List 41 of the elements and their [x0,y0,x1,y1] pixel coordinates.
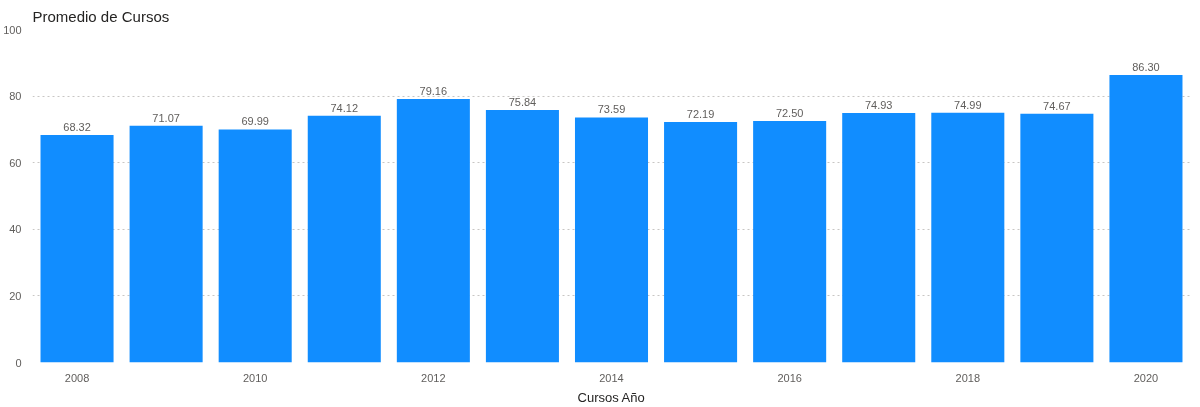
bar [574,117,649,363]
x-axis-title: Cursos Año [577,389,645,405]
bar [129,125,203,363]
x-tick-label: 2010 [242,371,268,384]
data-label: 74.12 [330,101,359,114]
data-label: 73.59 [597,103,626,116]
y-tick-label: 40 [9,223,22,236]
data-label: 69.99 [241,115,269,128]
data-label: 72.19 [686,108,715,121]
data-label: 74.93 [864,98,893,111]
data-label: 86.30 [1132,61,1160,74]
x-tick-label: 2018 [955,371,981,384]
bar [40,134,114,363]
bar [931,112,1005,363]
data-label: 74.99 [954,98,982,111]
data-label: 71.07 [152,111,180,124]
bar [218,129,292,363]
bar [1020,113,1094,363]
bar [485,109,559,363]
data-label: 68.32 [63,120,91,133]
bar [842,112,916,363]
data-label: 75.84 [508,95,537,108]
data-label: 72.50 [775,107,804,120]
y-tick-label: 60 [9,156,22,169]
x-tick-label: 2016 [777,371,802,384]
data-label: 74.67 [1043,99,1071,112]
y-tick-label: 20 [9,289,22,302]
data-label: 79.16 [419,84,448,97]
x-tick-label: 2012 [421,371,446,384]
y-tick-label: 80 [9,90,22,103]
bar [307,115,381,363]
bar [753,121,827,363]
bar [1109,75,1183,363]
x-tick-label: 2020 [1133,371,1159,384]
y-tick-label: 0 [15,356,22,369]
x-tick-label: 2008 [64,371,90,384]
x-tick-label: 2014 [599,371,624,384]
bar [664,122,738,363]
bar [396,98,470,363]
y-tick-label: 100 [3,23,22,36]
chart-title: Promedio de Cursos [32,7,170,25]
